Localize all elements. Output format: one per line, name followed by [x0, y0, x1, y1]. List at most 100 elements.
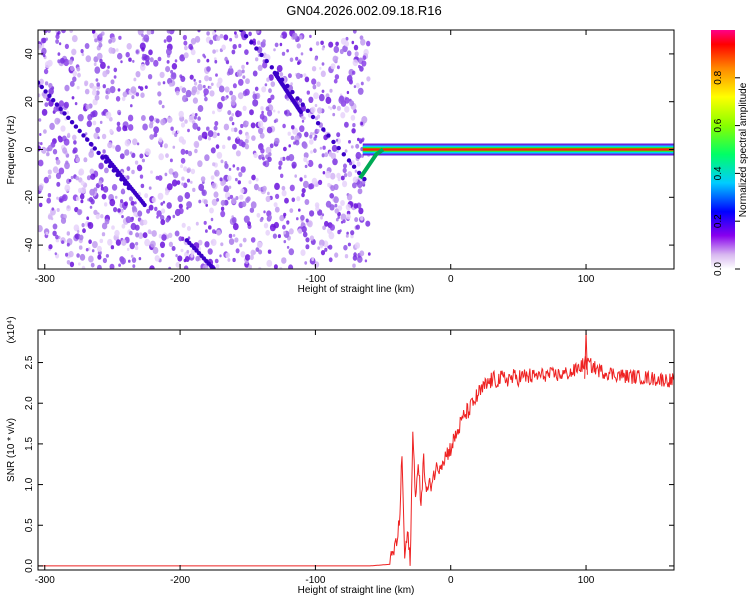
- noise-blob: [88, 239, 92, 244]
- noise-blob: [98, 180, 103, 186]
- noise-blob: [129, 230, 133, 236]
- noise-blob: [54, 252, 57, 256]
- noise-blob: [151, 197, 157, 203]
- noise-blob: [215, 73, 218, 77]
- noise-blob: [197, 160, 203, 168]
- noise-blob: [235, 150, 241, 157]
- noise-blob: [236, 136, 240, 140]
- noise-blob: [234, 31, 237, 35]
- noise-blob: [255, 247, 260, 253]
- noise-blob: [170, 69, 174, 74]
- noise-blob: [214, 121, 219, 126]
- noise-blob: [190, 248, 195, 255]
- noise-blob: [114, 195, 118, 199]
- noise-blob: [157, 91, 162, 97]
- noise-blob: [55, 159, 61, 165]
- noise-blob: [315, 41, 320, 46]
- streak-dot: [224, 279, 228, 283]
- noise-blob: [314, 56, 318, 61]
- noise-blob: [104, 202, 108, 207]
- noise-blob: [316, 114, 321, 119]
- noise-blob: [324, 247, 328, 252]
- noise-blob: [133, 77, 137, 82]
- noise-blob: [86, 120, 93, 128]
- noise-blob: [217, 132, 220, 136]
- noise-blob: [232, 143, 237, 150]
- noise-blob: [347, 242, 351, 247]
- noise-blob: [78, 168, 85, 176]
- noise-blob: [227, 175, 232, 182]
- noise-blob: [98, 162, 104, 170]
- streak-dot: [336, 145, 341, 151]
- noise-blob: [301, 226, 307, 233]
- noise-blob: [282, 224, 286, 230]
- noise-blob: [324, 152, 329, 158]
- noise-blob: [169, 82, 173, 87]
- noise-blob: [291, 161, 297, 169]
- noise-blob: [76, 66, 81, 72]
- streak-dot: [357, 170, 362, 176]
- noise-blob: [158, 137, 163, 143]
- noise-blob: [331, 144, 338, 152]
- noise-blob: [131, 216, 134, 221]
- noise-blob: [76, 253, 80, 258]
- noise-blob: [70, 175, 74, 180]
- noise-blob: [161, 104, 165, 109]
- noise-blob: [336, 172, 341, 179]
- noise-blob: [243, 215, 250, 223]
- noise-blob: [283, 212, 287, 217]
- noise-blob: [120, 60, 123, 64]
- noise-blob: [352, 30, 357, 34]
- noise-blob: [200, 176, 206, 183]
- noise-blob: [52, 148, 58, 155]
- noise-blob: [110, 245, 115, 250]
- noise-blob: [273, 109, 276, 113]
- noise-blob: [141, 158, 145, 163]
- noise-blob: [231, 121, 235, 126]
- noise-blob: [261, 110, 264, 115]
- noise-blob: [231, 217, 237, 224]
- noise-blob: [320, 40, 324, 45]
- noise-blob: [127, 114, 134, 122]
- colorbar-tick-label: 0.2: [713, 214, 724, 228]
- noise-blob: [209, 85, 212, 90]
- noise-blob: [210, 147, 216, 154]
- noise-blob: [122, 91, 128, 98]
- noise-blob: [337, 229, 341, 235]
- noise-blob: [321, 89, 325, 94]
- noise-blob: [118, 112, 121, 116]
- noise-blob: [289, 208, 294, 214]
- noise-blob: [332, 158, 338, 166]
- streak-dot: [243, 300, 247, 304]
- noise-blob: [286, 97, 290, 101]
- noise-blob: [362, 55, 367, 61]
- noise-blob: [166, 183, 173, 191]
- noise-blob: [38, 225, 43, 233]
- noise-blob: [99, 120, 103, 124]
- noise-blob: [148, 122, 154, 129]
- noise-blob: [64, 43, 69, 50]
- noise-blob: [240, 123, 244, 129]
- noise-blob: [144, 193, 149, 199]
- noise-blob: [266, 77, 270, 82]
- noise-blob: [158, 100, 163, 105]
- streak-dot: [259, 52, 264, 58]
- snr-y-label: SNR (10 * v/v): [6, 418, 17, 482]
- noise-blob: [357, 87, 364, 95]
- noise-blob: [305, 218, 309, 223]
- noise-blob: [308, 96, 314, 104]
- noise-blob: [56, 208, 60, 212]
- noise-blob: [109, 128, 113, 134]
- y-tick-label: 1.0: [24, 477, 35, 491]
- noise-blob: [183, 52, 189, 59]
- noise-blob: [90, 262, 95, 268]
- colorbar-tick-label: 0.4: [713, 166, 724, 180]
- noise-blob: [250, 122, 256, 129]
- noise-blob: [80, 186, 87, 194]
- noise-blob: [188, 43, 193, 50]
- noise-blob: [172, 171, 179, 179]
- noise-blob: [86, 216, 90, 220]
- noise-blob: [212, 110, 215, 115]
- noise-blob: [155, 118, 160, 124]
- noise-blob: [128, 124, 134, 131]
